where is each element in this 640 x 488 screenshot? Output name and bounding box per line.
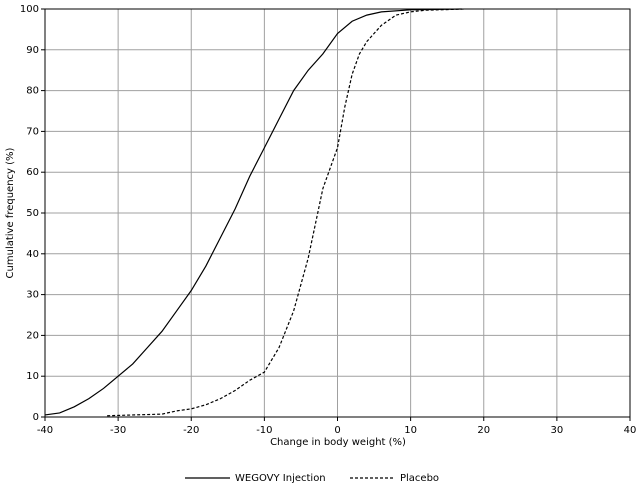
series-line [44, 8, 462, 416]
y-tick-label: 50 [26, 208, 39, 219]
series-line [107, 8, 466, 417]
x-tick-label: -40 [37, 425, 53, 436]
y-tick-label: 30 [26, 290, 39, 301]
x-tick-label: -30 [110, 425, 126, 436]
x-tick-label: 10 [404, 425, 417, 436]
y-tick-label: 0 [33, 412, 39, 423]
y-tick-label: 20 [26, 330, 39, 341]
legend-label: Placebo [400, 473, 439, 484]
x-tick-label: -20 [183, 425, 199, 436]
x-tick-label: 0 [334, 425, 340, 436]
x-axis-label: Change in body weight (%) [270, 437, 406, 448]
plot-frame [44, 8, 631, 418]
y-tick-label: 80 [26, 86, 39, 97]
y-tick-label: 10 [26, 371, 39, 382]
legend-label: WEGOVY Injection [235, 473, 326, 484]
y-tick-label: 70 [26, 126, 39, 137]
y-tick-label: 90 [26, 45, 39, 56]
y-axis-label: Cumulative frequency (%) [5, 147, 16, 278]
y-tick-label: 100 [20, 4, 39, 15]
x-tick-label: 30 [551, 425, 564, 436]
x-tick-label: 40 [624, 425, 637, 436]
y-tick-label: 60 [26, 167, 39, 178]
y-tick-label: 40 [26, 249, 39, 260]
x-tick-label: 20 [477, 425, 490, 436]
x-tick-label: -10 [256, 425, 272, 436]
